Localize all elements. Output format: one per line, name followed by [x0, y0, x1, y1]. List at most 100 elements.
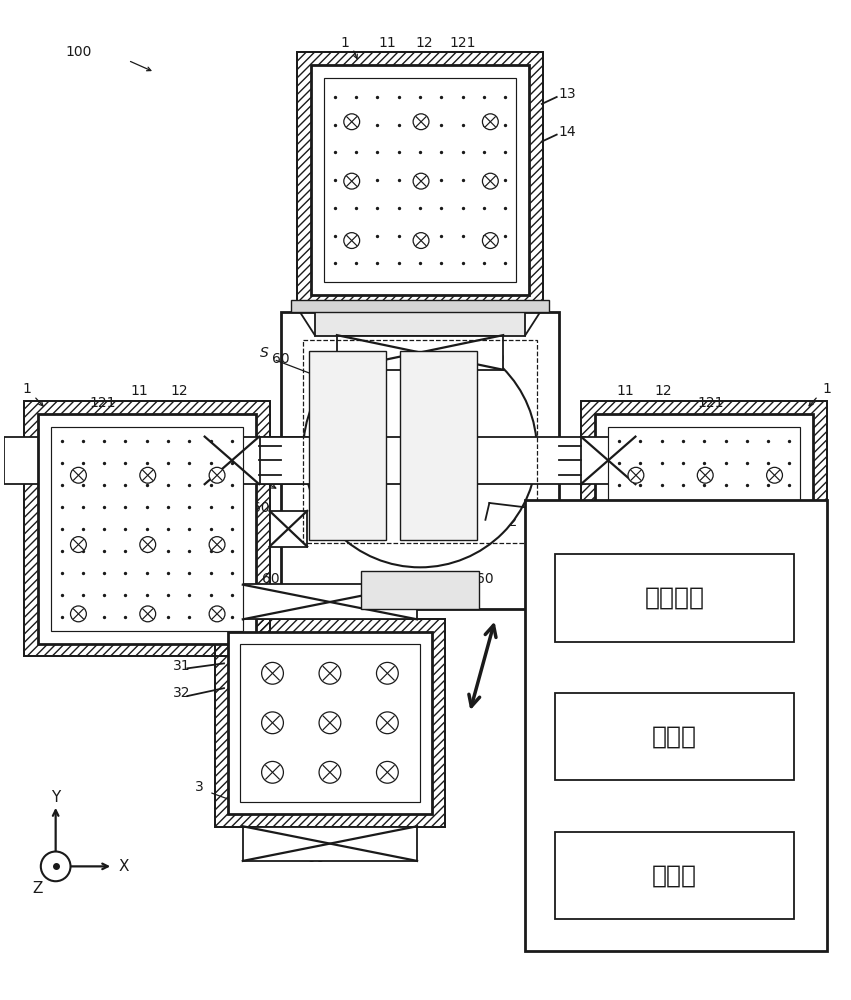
- Text: 60: 60: [547, 501, 564, 515]
- Text: 121: 121: [697, 396, 724, 410]
- Bar: [581, 401, 827, 656]
- Circle shape: [413, 233, 429, 248]
- Circle shape: [344, 114, 360, 130]
- Circle shape: [413, 173, 429, 189]
- Bar: [608, 427, 800, 631]
- Bar: [4, 437, 585, 484]
- Circle shape: [140, 606, 156, 622]
- Circle shape: [697, 606, 713, 622]
- Text: 12: 12: [415, 36, 432, 50]
- Text: Y: Y: [51, 790, 60, 805]
- Circle shape: [376, 761, 398, 783]
- Bar: [337, 336, 503, 370]
- Circle shape: [344, 233, 360, 248]
- Text: 1: 1: [22, 382, 31, 396]
- Bar: [37, 414, 255, 644]
- Bar: [581, 401, 827, 656]
- Circle shape: [767, 606, 782, 622]
- Circle shape: [483, 173, 499, 189]
- Text: 11: 11: [616, 384, 634, 398]
- Circle shape: [261, 662, 283, 684]
- Bar: [282, 312, 559, 609]
- Bar: [24, 401, 270, 656]
- Bar: [24, 401, 270, 656]
- Circle shape: [483, 114, 499, 130]
- Text: 1: 1: [341, 36, 350, 50]
- Text: 32: 32: [412, 642, 430, 656]
- Bar: [309, 351, 386, 540]
- Bar: [555, 832, 794, 919]
- Circle shape: [140, 537, 156, 552]
- Text: 11: 11: [379, 36, 397, 50]
- Bar: [205, 437, 260, 484]
- Bar: [596, 414, 814, 644]
- Text: 1: 1: [822, 382, 831, 396]
- Bar: [525, 500, 827, 951]
- Circle shape: [209, 467, 225, 483]
- Bar: [581, 401, 827, 656]
- Bar: [297, 52, 543, 308]
- Text: 100: 100: [66, 45, 92, 59]
- Text: {50: {50: [717, 485, 744, 499]
- Circle shape: [483, 233, 499, 248]
- Bar: [544, 511, 581, 547]
- Circle shape: [767, 537, 782, 552]
- Circle shape: [140, 467, 156, 483]
- Bar: [555, 693, 794, 780]
- Circle shape: [261, 712, 283, 734]
- Text: 60: 60: [488, 352, 505, 366]
- Circle shape: [209, 537, 225, 552]
- Bar: [243, 584, 417, 619]
- Circle shape: [767, 467, 782, 483]
- Bar: [297, 52, 543, 308]
- Text: 13: 13: [89, 434, 107, 448]
- Text: 121: 121: [450, 36, 477, 50]
- Text: 2: 2: [192, 483, 201, 497]
- Text: 60: 60: [252, 501, 270, 515]
- Circle shape: [628, 537, 644, 552]
- Circle shape: [41, 852, 71, 881]
- Text: 121: 121: [89, 396, 116, 410]
- Bar: [215, 619, 445, 827]
- Text: 用户接口: 用户接口: [644, 586, 705, 610]
- Circle shape: [697, 467, 713, 483]
- Circle shape: [628, 606, 644, 622]
- Text: 12: 12: [654, 384, 672, 398]
- Text: 221: 221: [491, 493, 517, 507]
- Text: 222: 222: [491, 515, 517, 529]
- Bar: [303, 340, 537, 543]
- Circle shape: [319, 761, 341, 783]
- Bar: [324, 78, 516, 282]
- Text: 31: 31: [173, 659, 190, 673]
- Text: 60: 60: [476, 572, 493, 586]
- Circle shape: [303, 334, 537, 567]
- Circle shape: [376, 712, 398, 734]
- Bar: [228, 632, 432, 814]
- Bar: [254, 437, 307, 484]
- Bar: [400, 351, 477, 540]
- Text: 11: 11: [131, 384, 149, 398]
- Bar: [51, 427, 243, 631]
- Text: 存储部: 存储部: [652, 863, 697, 887]
- Text: 60: 60: [271, 352, 289, 366]
- Bar: [311, 65, 529, 295]
- Bar: [291, 300, 549, 312]
- Circle shape: [209, 606, 225, 622]
- Bar: [270, 511, 307, 547]
- Bar: [297, 52, 543, 308]
- Text: 13: 13: [757, 434, 774, 448]
- Text: 14: 14: [89, 469, 107, 483]
- Circle shape: [376, 662, 398, 684]
- Text: {52: {52: [547, 673, 574, 687]
- Circle shape: [413, 114, 429, 130]
- Text: 60: 60: [307, 851, 325, 865]
- Text: Z: Z: [32, 881, 43, 896]
- Circle shape: [71, 606, 86, 622]
- Circle shape: [71, 467, 86, 483]
- Text: 322: 322: [388, 709, 414, 723]
- Circle shape: [697, 537, 713, 552]
- Text: 32: 32: [173, 686, 190, 700]
- Text: X: X: [119, 859, 129, 874]
- Text: 3: 3: [195, 780, 204, 794]
- Bar: [581, 437, 636, 484]
